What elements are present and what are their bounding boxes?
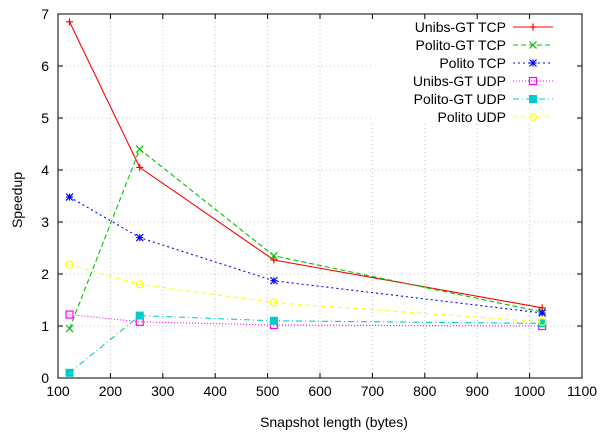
y-tick-label: 2 — [41, 266, 49, 282]
data-point — [135, 145, 144, 154]
series-line — [69, 315, 543, 374]
x-tick-label: 400 — [204, 383, 228, 399]
data-point-shape — [135, 311, 144, 320]
data-point-shape — [529, 95, 537, 103]
data-point-stroke — [65, 193, 74, 201]
data-point-stroke — [65, 324, 74, 333]
data-point-shape — [65, 260, 74, 269]
y-tick-label: 0 — [41, 370, 49, 386]
data-point — [529, 95, 537, 103]
series-line — [69, 196, 543, 314]
x-tick-label: 900 — [466, 383, 490, 399]
data-point — [528, 76, 538, 86]
x-tick-label: 800 — [413, 383, 437, 399]
x-tick-label: 300 — [151, 383, 175, 399]
x-tick-label: 600 — [308, 383, 332, 399]
data-point-shape — [269, 316, 278, 325]
data-point — [529, 23, 537, 31]
data-point-shape — [65, 310, 74, 319]
x-axis-title: Snapshot length (bytes) — [260, 414, 408, 430]
x-tick-label: 1000 — [514, 383, 545, 399]
data-point — [65, 324, 74, 333]
series-line — [68, 148, 543, 329]
data-point — [269, 316, 278, 325]
x-tick-label: 500 — [256, 383, 280, 399]
legend-item: Unibs-GT UDP — [413, 73, 553, 89]
data-point-stroke — [269, 276, 278, 285]
legend-label: Unibs-GT UDP — [413, 73, 506, 89]
legend-item: Polito-GT UDP — [414, 91, 553, 107]
data-point — [269, 276, 278, 285]
y-tick-label: 5 — [41, 110, 49, 126]
data-point — [135, 311, 144, 320]
y-tick-label: 3 — [41, 214, 49, 230]
y-axis-title: Speedup — [9, 172, 25, 228]
y-tick-label: 1 — [41, 318, 49, 334]
data-point — [65, 193, 74, 201]
series-polito-udp — [65, 260, 547, 326]
data-point-stroke — [135, 233, 144, 242]
series-layer — [65, 18, 547, 377]
legend-item: Unibs-GT TCP — [415, 19, 553, 35]
data-point-stroke — [269, 251, 278, 260]
data-point-stroke — [135, 145, 144, 154]
legend-label: Polito-GT TCP — [415, 37, 506, 53]
data-point — [65, 368, 74, 377]
data-point-stroke — [529, 59, 537, 67]
y-tick-label: 6 — [41, 58, 49, 74]
data-point — [270, 256, 278, 264]
axes: 100 200 300 400 500 600 700 800 900 1000 1100 0 1 2 3 4… — [41, 6, 597, 399]
legend-label: Polito TCP — [439, 55, 506, 71]
series-polito-gt-udp — [65, 311, 547, 377]
legend-item: Polito UDP — [438, 109, 553, 125]
data-point-shape — [65, 368, 74, 377]
x-tick-label: 100 — [46, 383, 70, 399]
data-point-shape — [269, 298, 278, 307]
data-point — [136, 163, 144, 171]
data-point — [135, 233, 144, 242]
data-point — [65, 310, 74, 319]
data-point-shape — [528, 112, 538, 122]
data-point — [529, 41, 537, 49]
data-point — [135, 280, 144, 289]
data-point-shape — [528, 76, 538, 86]
grid — [58, 14, 582, 378]
legend-item: Polito-GT TCP — [415, 37, 553, 53]
data-point-shape — [538, 317, 547, 326]
x-tick-label: 700 — [361, 383, 385, 399]
data-point — [65, 260, 74, 269]
data-point — [269, 298, 278, 307]
data-point-stroke — [538, 309, 547, 317]
legend: Unibs-GT TCP Polito-GT TCP Polito TCP Unibs… — [413, 19, 553, 125]
x-tick-label: 1100 — [567, 383, 597, 399]
series-unibs-gt-tcp — [66, 18, 546, 312]
legend-label: Polito UDP — [438, 109, 506, 125]
data-point — [528, 112, 538, 122]
data-point-stroke — [529, 41, 537, 49]
data-point-shape — [135, 280, 144, 289]
legend-label: Polito-GT UDP — [414, 91, 506, 107]
data-point — [529, 59, 537, 67]
series-polito-tcp — [65, 193, 547, 317]
y-tick-label: 4 — [41, 162, 49, 178]
legend-label: Unibs-GT TCP — [415, 19, 506, 35]
y-tick-label: 7 — [41, 6, 49, 22]
data-point — [538, 309, 547, 317]
data-point — [66, 18, 74, 26]
legend-item: Polito TCP — [439, 55, 553, 71]
data-point — [269, 251, 278, 260]
series-line — [69, 21, 543, 309]
data-point — [538, 317, 547, 326]
x-tick-label: 200 — [99, 383, 123, 399]
